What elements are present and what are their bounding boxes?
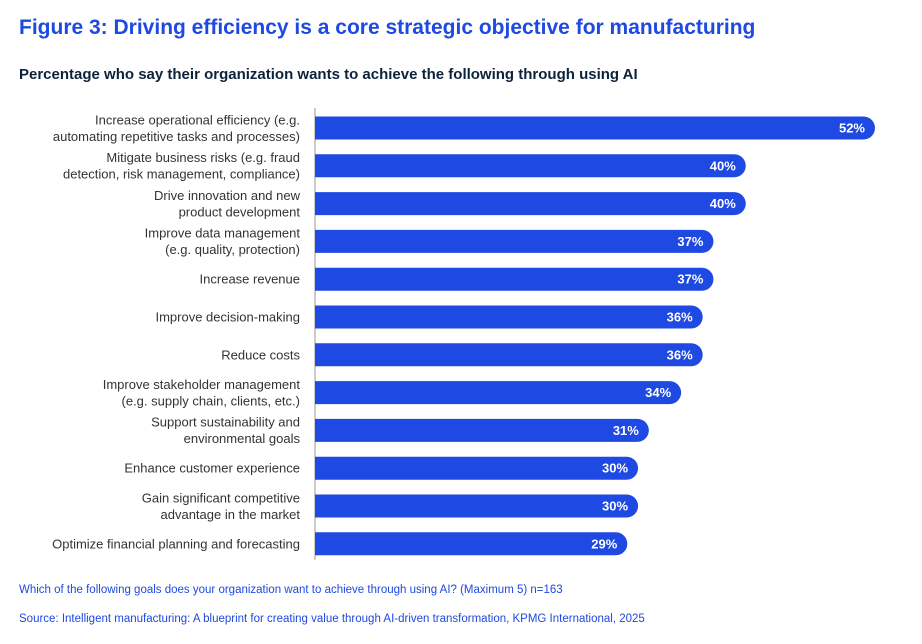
bar-value-label: 31% <box>613 423 639 438</box>
category-label: Optimize financial planning and forecast… <box>52 536 300 551</box>
bar <box>315 192 746 216</box>
bar-value-label: 29% <box>591 536 617 551</box>
category-label: Support sustainability and environmental … <box>151 415 300 447</box>
bar-value-label: 52% <box>839 121 865 136</box>
category-label: Increase revenue <box>200 272 300 287</box>
category-label-line: (e.g. supply chain, clients, etc.) <box>122 393 300 408</box>
category-label-line: (e.g. quality, protection) <box>165 242 300 257</box>
bar-value-label: 36% <box>667 310 693 325</box>
bar <box>315 116 876 140</box>
category-label: Gain significant competitive advantage in… <box>142 490 301 522</box>
category-label-line: Mitigate business risks (e.g. fraud <box>106 150 300 165</box>
chart-subtitle: Percentage who say their organization wa… <box>19 66 638 83</box>
category-label: Increase operational efficiency (e.g. aut… <box>53 112 300 144</box>
bar-value-label: 40% <box>710 196 736 211</box>
bar <box>315 305 703 329</box>
category-label-line: environmental goals <box>184 431 301 446</box>
source-note: Source: Intelligent manufacturing: A blu… <box>19 613 645 625</box>
category-label: Improve decision-making <box>155 310 300 325</box>
category-label-line: Increase revenue <box>200 272 300 287</box>
category-label-line: product development <box>179 204 301 219</box>
bar <box>315 532 628 556</box>
figure-title: Figure 3: Driving efficiency is a core s… <box>19 16 756 39</box>
bar <box>315 456 639 480</box>
bar <box>315 154 746 178</box>
category-label-line: Improve decision-making <box>155 310 300 325</box>
category-label: Drive innovation and new product developm… <box>154 188 301 220</box>
bar-value-label: 37% <box>677 272 703 287</box>
bar <box>315 343 703 367</box>
category-label-line: Increase operational efficiency (e.g. <box>95 112 300 127</box>
category-label-line: automating repetitive tasks and processe… <box>53 129 300 144</box>
bar-value-label: 37% <box>677 234 703 249</box>
category-label: Enhance customer experience <box>124 461 300 476</box>
bar <box>315 267 714 291</box>
bar-value-label: 30% <box>602 499 628 514</box>
bar-chart: 52% Increase operational efficiency (e.g.… <box>52 108 876 560</box>
category-label: Improve data management (e.g. quality, pr… <box>145 226 301 258</box>
category-label-line: advantage in the market <box>161 507 301 522</box>
category-label: Reduce costs <box>221 347 300 362</box>
category-label-line: Optimize financial planning and forecast… <box>52 536 300 551</box>
survey-question-footnote: Which of the following goals does your o… <box>19 584 563 596</box>
bar-value-label: 40% <box>710 158 736 173</box>
bar <box>315 229 714 253</box>
category-label: Mitigate business risks (e.g. fraud detec… <box>63 150 300 182</box>
category-label-line: Gain significant competitive <box>142 490 300 505</box>
bar-value-label: 36% <box>667 347 693 362</box>
category-label-line: Drive innovation and new <box>154 188 301 203</box>
bar-value-label: 30% <box>602 461 628 476</box>
bar <box>315 418 649 442</box>
category-label-line: Reduce costs <box>221 347 300 362</box>
bar <box>315 494 639 518</box>
category-label-line: Enhance customer experience <box>124 461 300 476</box>
category-label-line: detection, risk management, compliance) <box>63 167 300 182</box>
bar-value-label: 34% <box>645 385 671 400</box>
category-label-line: Support sustainability and <box>151 415 300 430</box>
category-label-line: Improve data management <box>145 226 301 241</box>
bar <box>315 381 682 405</box>
category-label-line: Improve stakeholder management <box>103 377 301 392</box>
category-label: Improve stakeholder management (e.g. supp… <box>103 377 301 409</box>
